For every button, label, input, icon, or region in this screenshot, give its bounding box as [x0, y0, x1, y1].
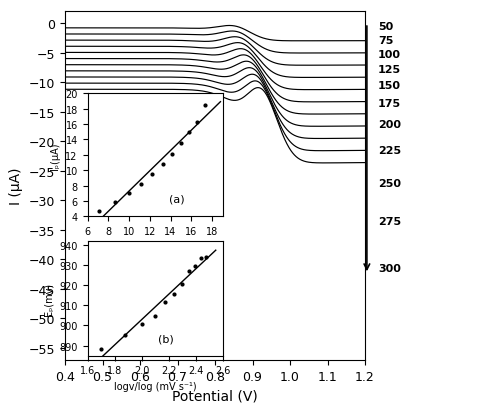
Text: 200: 200 [378, 119, 401, 129]
Text: 300: 300 [378, 263, 401, 274]
Text: 225: 225 [378, 146, 402, 156]
Text: 150: 150 [378, 81, 401, 91]
Text: 250: 250 [378, 178, 401, 188]
Text: (b): (b) [158, 334, 174, 344]
Text: 175: 175 [378, 99, 402, 109]
Text: 75: 75 [378, 36, 394, 45]
X-axis label: logv/log (mV s⁻¹): logv/log (mV s⁻¹) [114, 381, 196, 391]
Y-axis label: Eₚ(mv): Eₚ(mv) [44, 282, 54, 315]
Y-axis label: I (μA): I (μA) [9, 167, 23, 205]
Text: 100: 100 [378, 50, 401, 60]
Text: 50: 50 [378, 22, 394, 32]
Text: 125: 125 [378, 65, 402, 75]
Text: (a): (a) [168, 194, 184, 204]
Y-axis label: Iₚ(μA): Iₚ(μA) [50, 142, 60, 169]
Text: 275: 275 [378, 216, 402, 227]
X-axis label: Potential (V): Potential (V) [172, 388, 258, 402]
X-axis label: v¹⁻²(mV s⁻¹)¹⁻²: v¹⁻²(mV s⁻¹)¹⁻² [119, 242, 191, 252]
